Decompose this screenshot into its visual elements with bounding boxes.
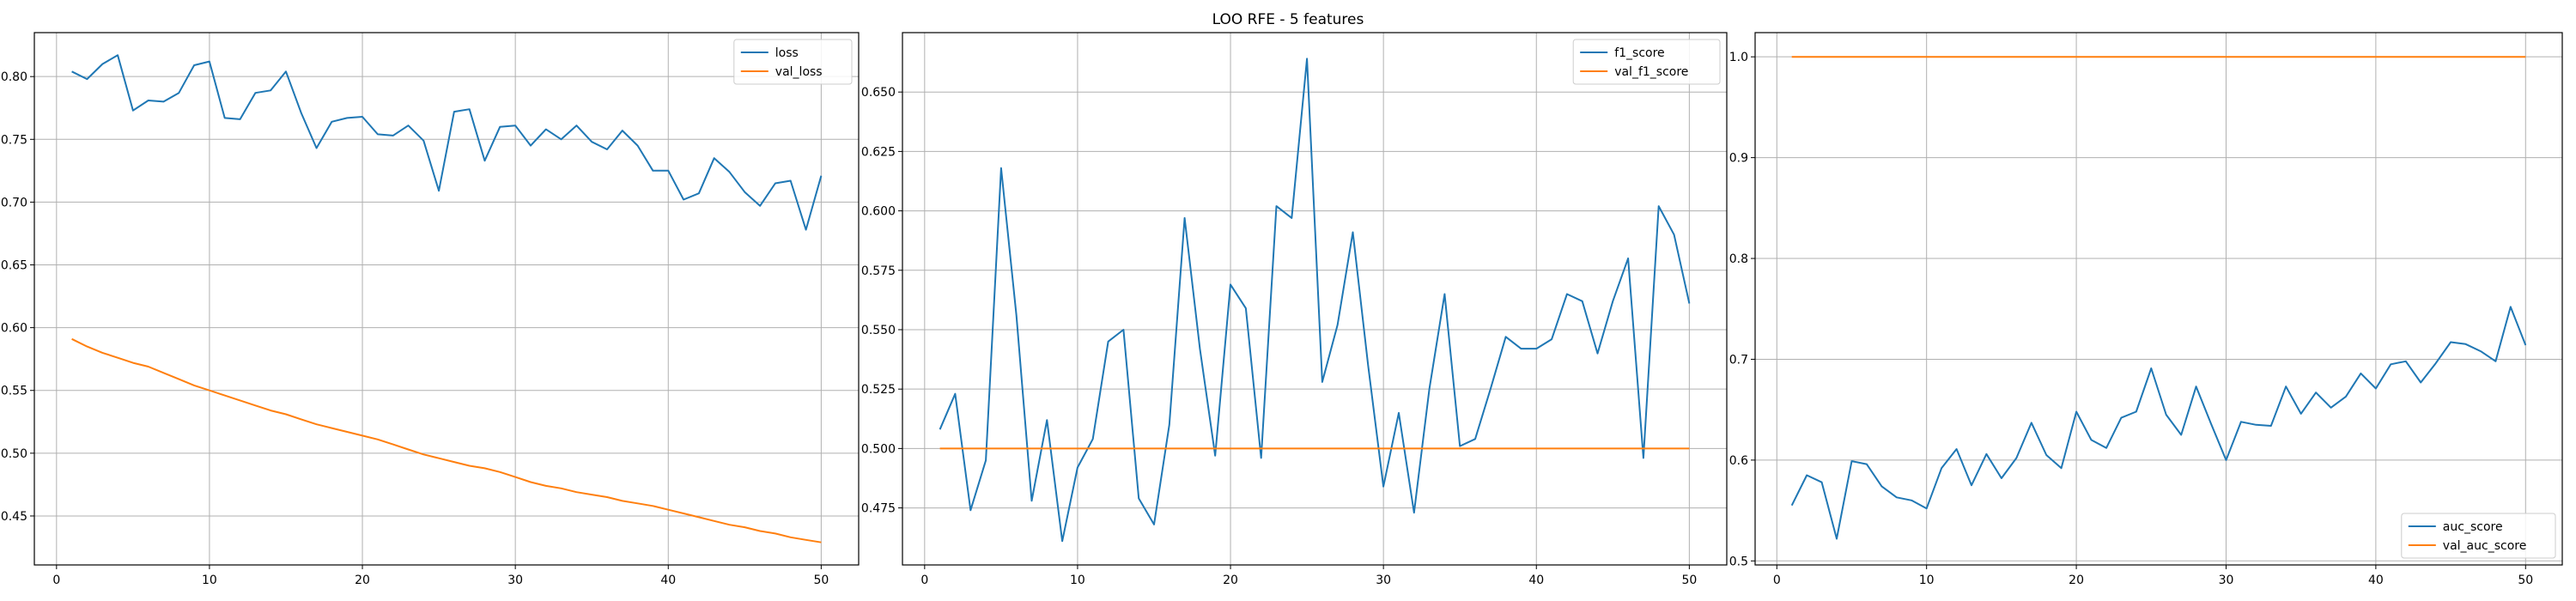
y-tick-label: 0.600 [861,205,896,219]
x-tick-label: 50 [1681,574,1697,587]
y-tick-label: 0.55 [1,385,27,398]
series-line-loss [71,54,823,231]
x-tick-label: 0 [920,574,928,587]
x-tick-label: 20 [1223,574,1238,587]
legend-label-val_loss: val_loss [775,65,823,79]
y-tick-label: 0.475 [861,502,896,516]
figure-suptitle: LOO RFE - 5 features [1212,11,1364,28]
x-tick-label: 20 [2069,574,2084,587]
x-tick-label: 40 [2368,574,2384,587]
legend-label-val_auc_score: val_auc_score [2443,539,2527,553]
axes-frame [1754,32,2563,566]
legend-label-loss: loss [775,46,799,60]
legend-label-auc_score: auc_score [2443,520,2503,534]
subplots: 0 10 20 30 40 500.450.500.550.600.650.700.750… [1,32,2563,587]
y-tick-label: 0.80 [1,70,27,84]
y-tick-label: 0.7 [1729,353,1748,367]
x-tick-label: 40 [660,574,676,587]
y-tick-label: 0.575 [861,264,896,278]
subplot-2: 0 10 20 30 40 50 0.475 0.500 0.525 0.550 0.575 0.60… [861,32,1728,587]
legend-box [733,39,853,85]
y-tick-label: 0.75 [1,133,27,147]
x-tick-label: 10 [1919,574,1935,587]
plot-area [1755,33,2562,565]
y-tick-label: 0.65 [1,259,27,273]
x-tick-label: 50 [813,574,829,587]
y-tick-label: 0.9 [1729,152,1748,166]
y-tick-label: 0.45 [1,510,27,524]
x-tick-label: 10 [202,574,217,587]
legend-box [1572,39,1721,85]
y-tick-label: 0.550 [861,324,896,337]
legend-label-f1_score: f1_score [1614,46,1664,60]
y-tick-label: 0.8 [1729,252,1748,266]
x-tick-label: 20 [355,574,370,587]
x-tick-label: 0 [52,574,60,587]
x-tick-label: 30 [507,574,523,587]
x-tick-label: 30 [2219,574,2234,587]
y-tick-label: 0.6 [1729,454,1748,468]
series-line-val_loss [71,337,822,543]
legend: f1_score val_f1_score [1572,39,1721,85]
y-tick-label: 0.625 [861,145,896,159]
x-tick-label: 30 [1376,574,1391,587]
x-tick-label: 10 [1070,574,1085,587]
series-line-auc_score [1790,306,2527,540]
y-tick-label: 0.60 [1,322,27,336]
legend-box [2401,513,2556,559]
legend: loss val_loss [733,39,853,85]
y-tick-label: 1.0 [1729,51,1748,64]
subplot-3: 0 10 20 30 40 50 0.5 0.6 0.7 0.8 0.9 1.0 auc_scoreva… [1729,32,2563,587]
axes-frame [33,32,860,566]
y-tick-label: 0.50 [1,447,27,461]
y-tick-label: 0.500 [861,442,896,456]
y-tick-label: 0.70 [1,196,27,209]
y-tick-label: 0.650 [861,86,896,100]
y-tick-label: 0.525 [861,383,896,397]
subplot-1: 0 10 20 30 40 50 0.45 0.50 0.55 0.60 0.65 0.70 0.75 0… [1,32,860,587]
x-tick-label: 40 [1528,574,1544,587]
series-line-f1_score [939,58,1691,543]
x-tick-label: 50 [2518,574,2533,587]
x-tick-label: 0 [1773,574,1781,587]
legend-label-val_f1_score: val_f1_score [1614,65,1688,79]
y-tick-label: 0.5 [1729,555,1748,568]
axes-frame [902,32,1728,566]
plot-area [34,33,859,565]
plot-area [902,33,1727,565]
legend: auc_score val_auc_score [2401,513,2556,559]
